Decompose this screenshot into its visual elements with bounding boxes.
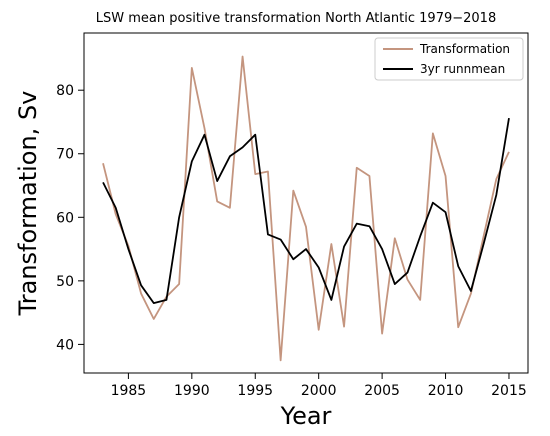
y-tick-label: 70 <box>56 147 74 163</box>
x-tick-label: 1995 <box>237 383 273 399</box>
x-tick-label: 2010 <box>428 383 464 399</box>
legend-label-runnmean: 3yr runnmean <box>420 62 505 76</box>
y-tick-label: 50 <box>56 274 74 290</box>
y-axis: 40 50 60 70 80 <box>56 83 84 353</box>
series-line-transformation <box>102 55 510 362</box>
chart-title: LSW mean positive transformation North A… <box>96 11 496 26</box>
x-tick-label: 2015 <box>491 383 527 399</box>
x-axis-title: Year <box>280 402 332 430</box>
series-layer <box>102 55 510 362</box>
x-tick-label: 1990 <box>174 383 210 399</box>
x-tick-label: 2005 <box>364 383 400 399</box>
legend-label-transformation: Transformation <box>419 42 510 56</box>
x-tick-label: 2000 <box>301 383 337 399</box>
y-tick-label: 40 <box>56 337 74 353</box>
legend: Transformation 3yr runnmean <box>374 37 524 81</box>
y-tick-label: 60 <box>56 210 74 226</box>
plot-frame <box>83 32 529 374</box>
x-axis: 1985 1990 1995 2000 2005 2010 2015 <box>111 373 527 399</box>
y-axis-title: Transformation, Sv <box>14 91 42 317</box>
y-tick-label: 80 <box>56 83 74 99</box>
x-tick-label: 1985 <box>111 383 147 399</box>
